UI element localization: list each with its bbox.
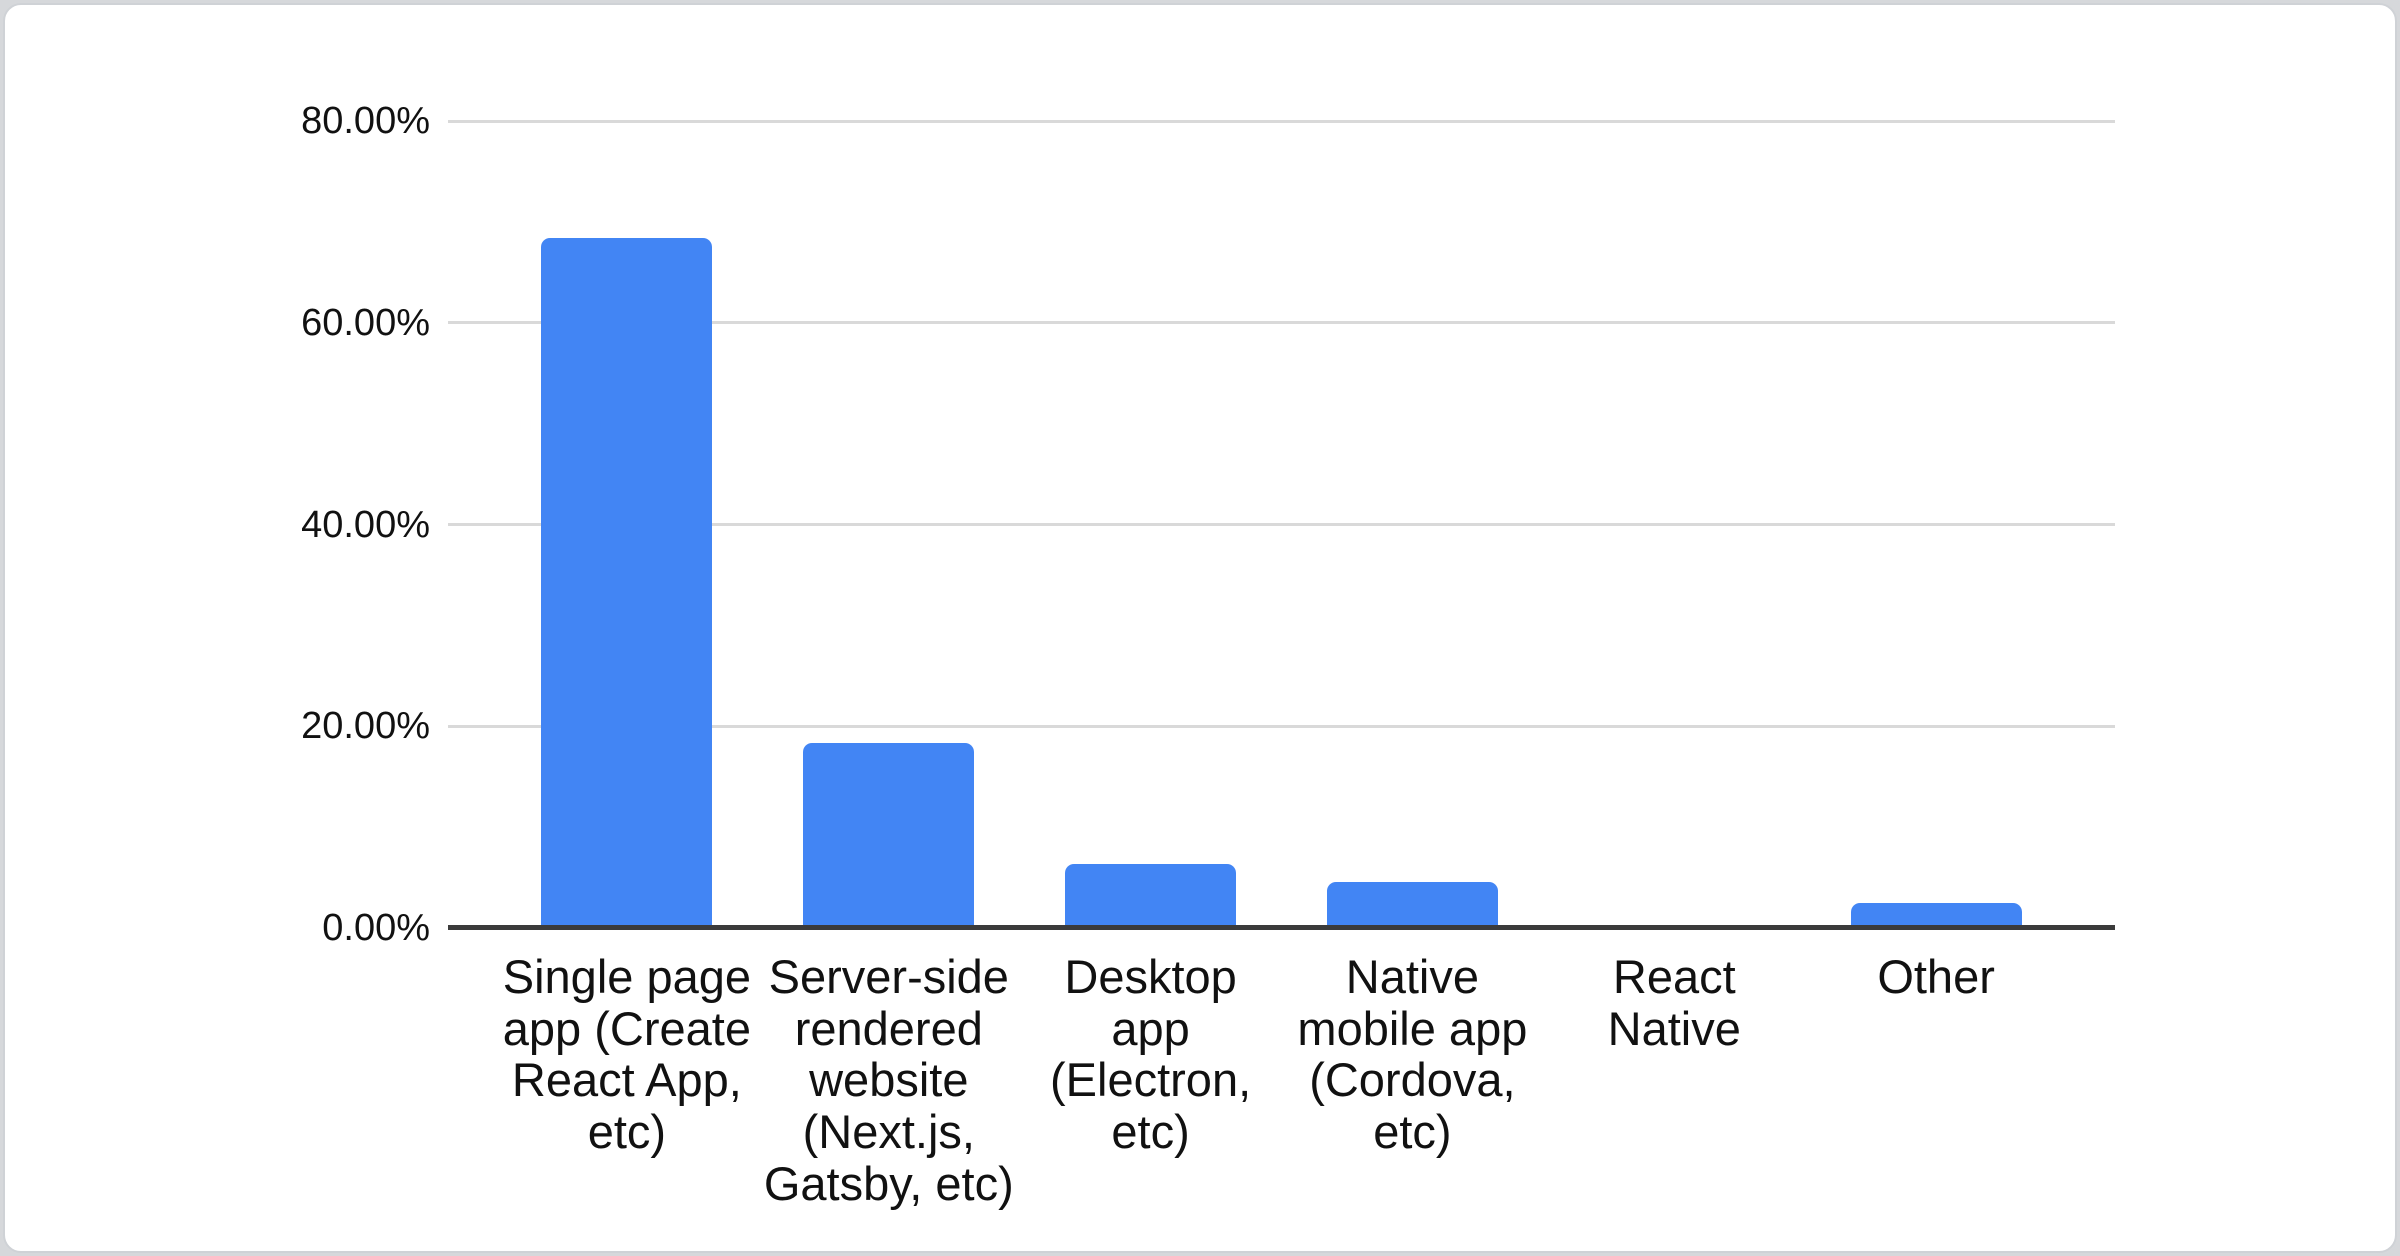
plot-area: 0.00% 20.00% 40.00% 60.00% 80.00% Single pag… bbox=[5, 5, 2395, 1251]
chart-card: 0.00% 20.00% 40.00% 60.00% 80.00% Single pag… bbox=[3, 3, 2397, 1253]
bar-desktop-app-electron-etc[interactable] bbox=[1065, 864, 1237, 930]
gridline bbox=[448, 724, 2115, 728]
y-tick-label: 40.00% bbox=[301, 503, 430, 546]
category-label: Native mobile app (Cordova, etc) bbox=[1297, 950, 1528, 1159]
bar-native-mobile-app-cordova-etc[interactable] bbox=[1326, 882, 1498, 930]
category-label: Server-side rendered website (Next.js, G… bbox=[763, 950, 1014, 1210]
x-axis-baseline bbox=[448, 924, 2115, 930]
y-tick-label: 60.00% bbox=[301, 301, 430, 344]
gridline bbox=[448, 119, 2115, 123]
gridline bbox=[448, 321, 2115, 325]
y-tick-label: 80.00% bbox=[301, 100, 430, 142]
category-label: Other bbox=[1877, 950, 1995, 1003]
category-label: Single page app (Create React App, etc) bbox=[502, 950, 752, 1159]
y-tick-label: 20.00% bbox=[301, 705, 430, 748]
gridline bbox=[448, 523, 2115, 526]
category-label: React Native bbox=[1607, 950, 1741, 1055]
bar-single-page-app-create-react-app-etc[interactable] bbox=[541, 238, 713, 930]
bar-server-side-rendered-website-next-js-gatsby-etc[interactable] bbox=[803, 743, 975, 930]
category-label: Desktop app (Electron, etc) bbox=[1050, 950, 1252, 1159]
y-tick-label: 0.00% bbox=[322, 907, 430, 949]
